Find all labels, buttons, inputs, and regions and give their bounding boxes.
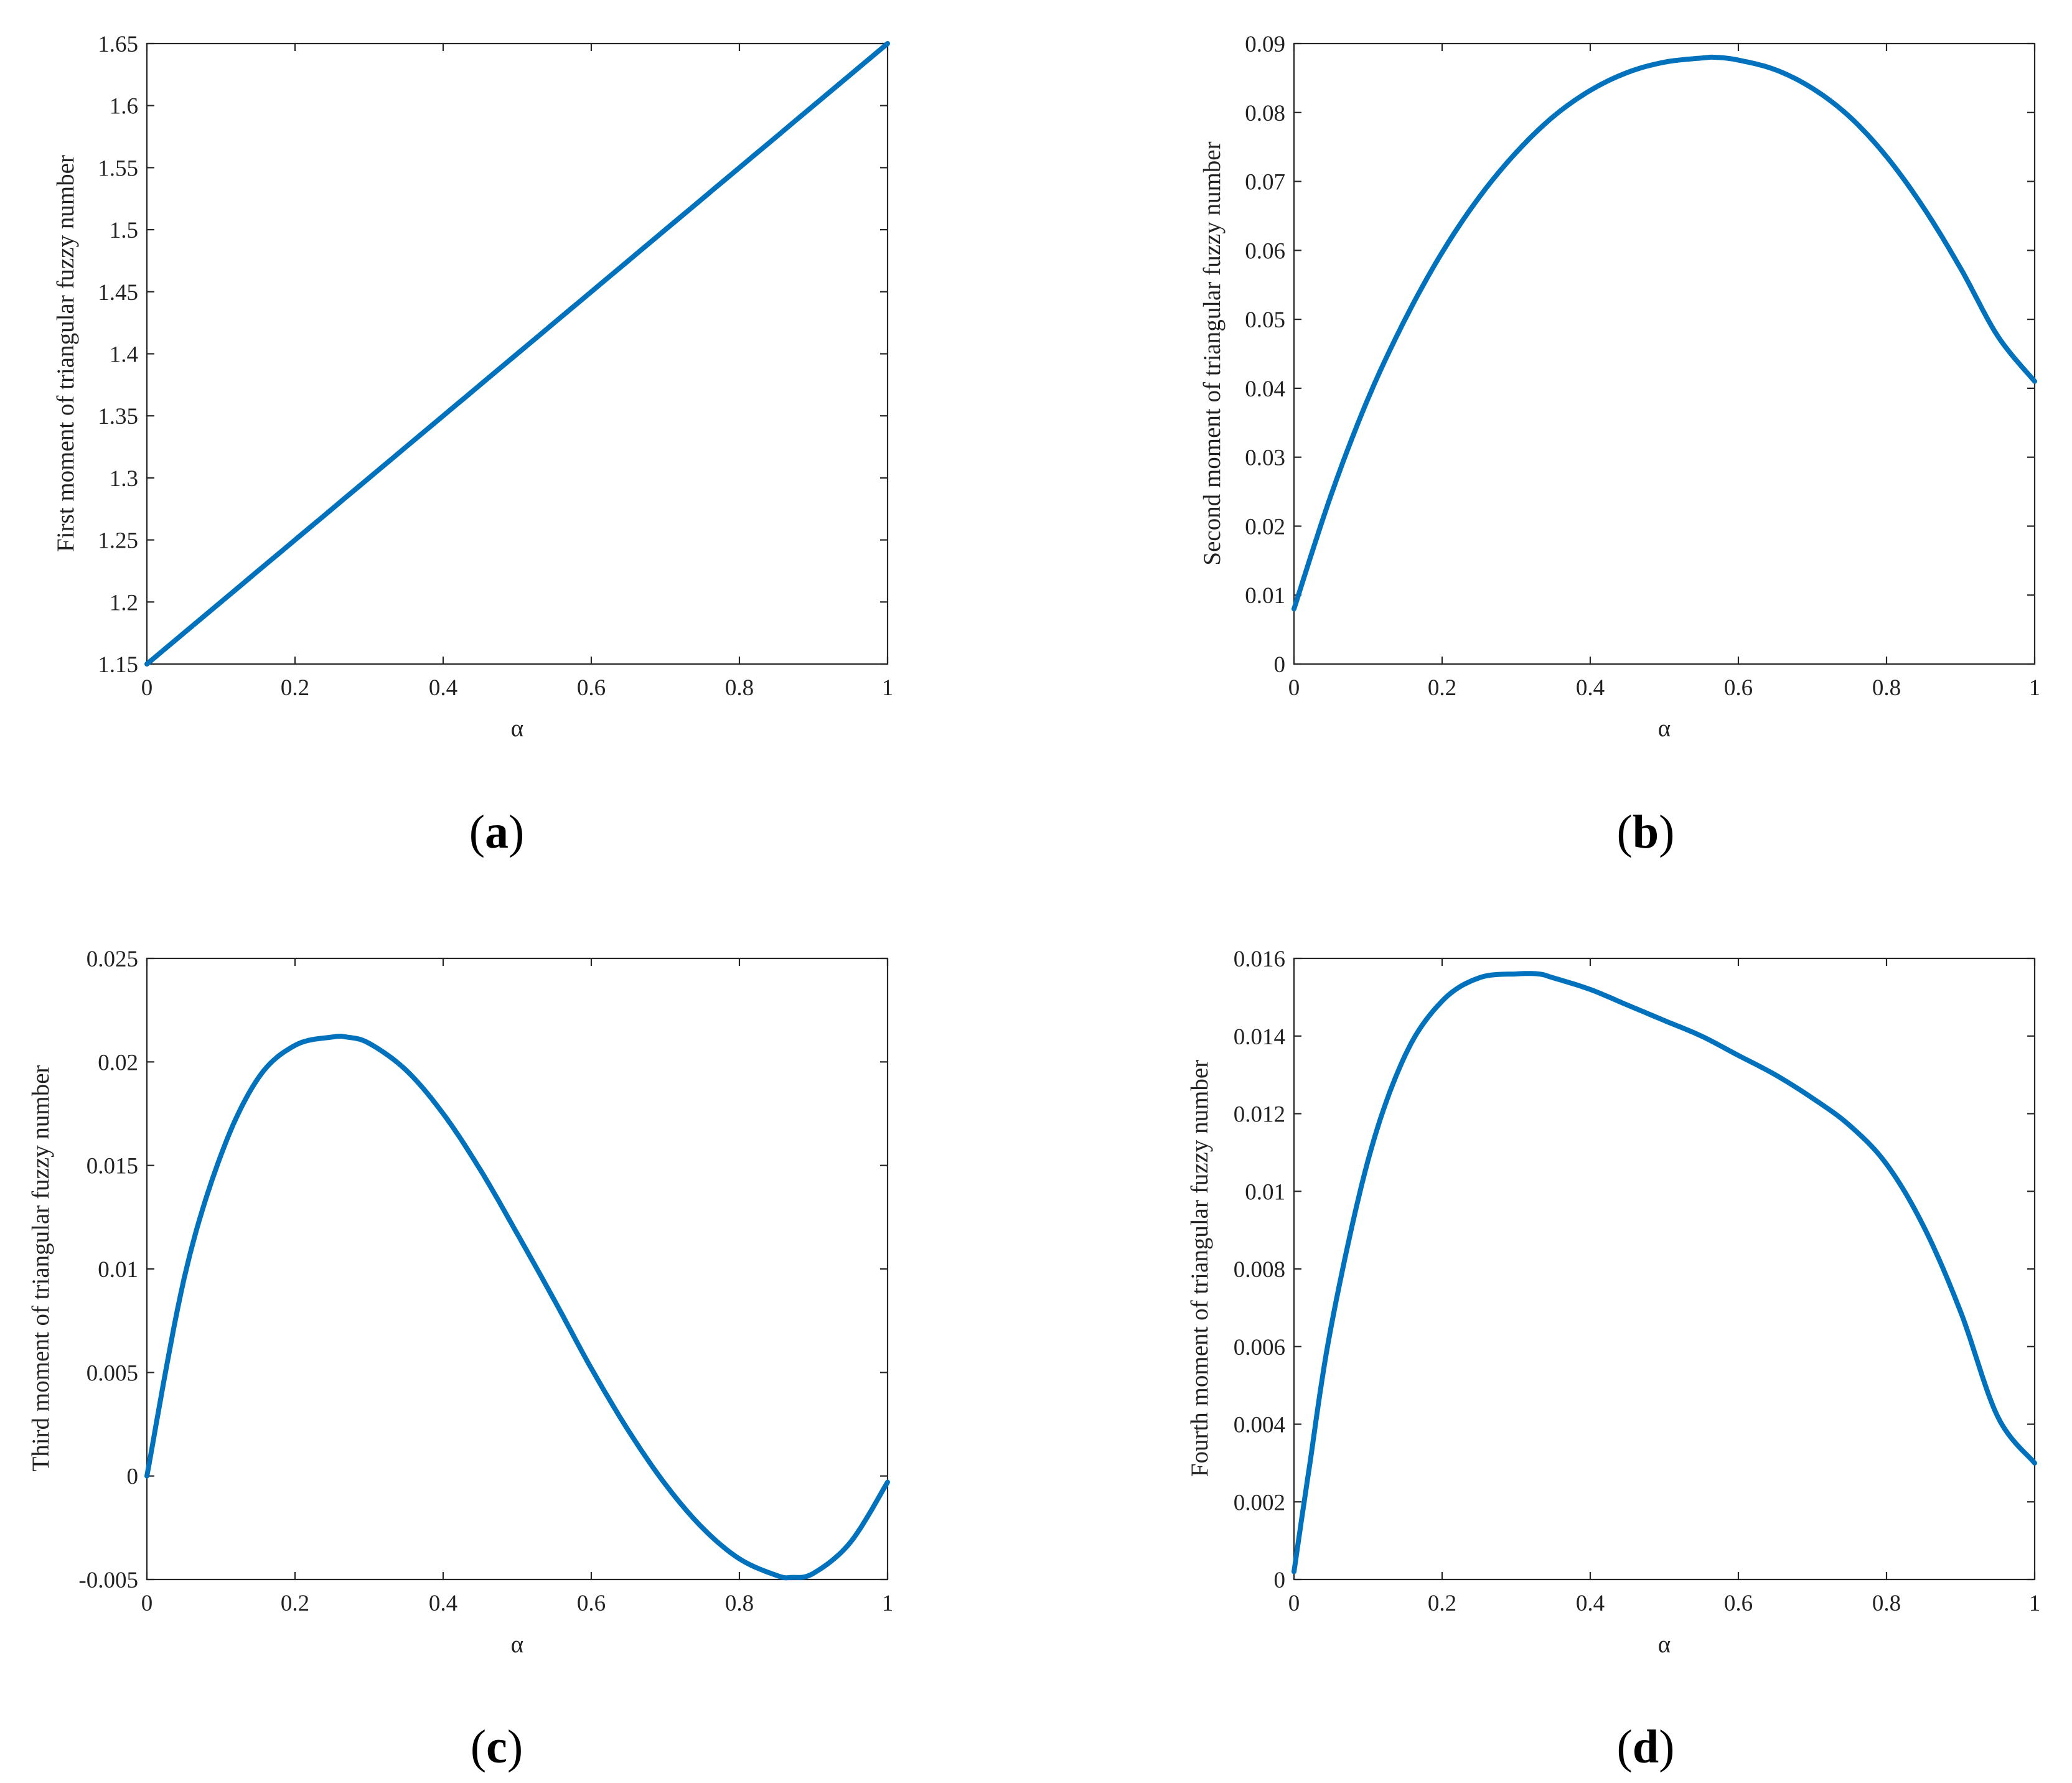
y-tick-label: 1.4 xyxy=(110,342,138,368)
panel-d: 0 0.2 0.4 0.6 0.8 1 0 0.002 0.004 0.006 0.008 0.01 0… xyxy=(1186,947,2040,1773)
x-tick-label: 0 xyxy=(1288,1591,1300,1616)
y-axis-label: First moment of triangular fuzzy number xyxy=(52,155,79,552)
x-axis-label: α xyxy=(1658,715,1671,742)
x-tick-label: 0.6 xyxy=(577,1591,606,1616)
panel-caption-a: (a) xyxy=(469,806,525,858)
panel-letter: a xyxy=(485,806,509,858)
ticks: 0 0.2 0.4 0.6 0.8 1 0 0.002 0.004 0.006 0.008 0.01 0… xyxy=(1234,947,2041,1616)
y-tick-label: 0.004 xyxy=(1234,1413,1285,1438)
x-tick-label: 1 xyxy=(882,675,894,701)
series-line-fourth-moment xyxy=(1291,971,2037,1575)
y-tick-label: 0.012 xyxy=(1234,1102,1285,1128)
y-tick-label: 0.05 xyxy=(1245,307,1285,333)
x-tick-label: 1 xyxy=(882,1591,894,1616)
x-tick-label: 0.8 xyxy=(725,1591,754,1616)
y-tick-label: 0.015 xyxy=(87,1154,138,1179)
x-tick-label: 0.4 xyxy=(1576,675,1605,701)
y-tick-label: 0 xyxy=(1274,1568,1286,1593)
y-tick-label: 0 xyxy=(127,1464,139,1490)
x-axis-label: α xyxy=(511,1631,523,1658)
y-axis-label: Third moment of triangular fuzzy number xyxy=(27,1065,54,1471)
y-tick-label: 0.006 xyxy=(1234,1335,1285,1360)
x-tick-label: 0.6 xyxy=(1724,675,1753,701)
y-tick-label: 1.35 xyxy=(98,404,138,429)
x-tick-label: 0.8 xyxy=(725,675,754,701)
x-tick-label: 1 xyxy=(2029,1591,2041,1616)
y-axis-label: Fourth moment of triangular fuzzy number xyxy=(1186,1060,1213,1477)
y-tick-label: 0.04 xyxy=(1245,377,1285,402)
y-tick-label: 0.016 xyxy=(1234,947,1285,972)
x-tick-label: 0.8 xyxy=(1872,675,1901,701)
y-tick-label: 1.3 xyxy=(110,466,138,492)
panel-caption-b: (b) xyxy=(1617,806,1675,858)
y-tick-label: 1.2 xyxy=(110,590,138,615)
y-axis-label: Second moment of triangular fuzzy number xyxy=(1199,141,1226,565)
x-tick-label: 1 xyxy=(2029,675,2041,701)
panel-b: 0 0.2 0.4 0.6 0.8 1 0 0.01 0.02 0.03 0.04 0.05 0.06 0… xyxy=(1199,32,2040,858)
ticks: 0 0.2 0.4 0.6 0.8 1 0 0.01 0.02 0.03 0.04 0.05 0.06 0… xyxy=(1245,32,2040,701)
x-tick-label: 0.2 xyxy=(281,675,309,701)
y-tick-label: 1.65 xyxy=(98,32,138,57)
x-tick-label: 0.8 xyxy=(1872,1591,1901,1616)
y-tick-label: 0.01 xyxy=(1245,1179,1285,1205)
y-tick-label: 1.15 xyxy=(98,652,138,678)
panel-caption-c: (c) xyxy=(471,1721,523,1773)
x-tick-label: 0.4 xyxy=(1576,1591,1605,1616)
y-tick-label: 0.08 xyxy=(1245,101,1285,126)
y-tick-label: 0.008 xyxy=(1234,1257,1285,1283)
panel-caption-d: (d) xyxy=(1617,1721,1675,1773)
y-tick-label: 0.01 xyxy=(98,1257,138,1283)
y-tick-label: 0.01 xyxy=(1245,583,1285,609)
x-tick-label: 0 xyxy=(141,675,153,701)
series-line-second-moment xyxy=(1291,54,2037,612)
y-tick-label: 0.06 xyxy=(1245,238,1285,264)
y-tick-label: 0.03 xyxy=(1245,446,1285,471)
y-tick-label: 1.45 xyxy=(98,280,138,306)
panel-letter: b xyxy=(1633,806,1659,858)
panel-c: 0 0.2 0.4 0.6 0.8 1-0.00500.0050.010.0150.020… xyxy=(27,947,893,1773)
x-tick-label: 0.4 xyxy=(429,1591,457,1616)
x-tick-label: 0 xyxy=(141,1591,153,1616)
y-tick-label: 0.014 xyxy=(1234,1024,1285,1050)
x-tick-label: 0.4 xyxy=(429,675,457,701)
y-tick-label: 1.25 xyxy=(98,528,138,554)
y-tick-label: 0.09 xyxy=(1245,32,1285,57)
x-axis-label: α xyxy=(1658,1631,1671,1658)
x-axis-label: α xyxy=(511,715,523,742)
series-line-third-moment xyxy=(144,1034,890,1581)
x-tick-label: 0 xyxy=(1288,675,1300,701)
y-tick-label: -0.005 xyxy=(78,1568,138,1593)
x-tick-label: 0.6 xyxy=(577,675,606,701)
axes-frame xyxy=(1293,42,2036,665)
axes-frame xyxy=(146,957,889,1581)
panel-letter: c xyxy=(486,1721,507,1773)
series-line-first-moment xyxy=(144,41,890,667)
y-tick-label: 0.02 xyxy=(98,1050,138,1075)
y-tick-label: 1.6 xyxy=(110,94,138,119)
y-tick-label: 0.07 xyxy=(1245,170,1285,195)
y-tick-label: 0.005 xyxy=(87,1360,138,1386)
y-tick-label: 1.55 xyxy=(98,156,138,181)
ticks: 0 0.2 0.4 0.6 0.8 1 1.15 1.2 1.25 1.3 1.35 1.4 1.45 1… xyxy=(98,32,893,701)
y-tick-label: 0 xyxy=(1274,652,1286,678)
y-tick-label: 0.025 xyxy=(87,947,138,972)
x-tick-label: 0.2 xyxy=(1428,675,1456,701)
x-tick-label: 0.2 xyxy=(1428,1591,1456,1616)
x-tick-label: 0.2 xyxy=(281,1591,309,1616)
y-tick-label: 0.02 xyxy=(1245,514,1285,540)
panel-a: 0 0.2 0.4 0.6 0.8 1 1.15 1.2 1.25 1.3 1.35 1.4 1.45 1… xyxy=(52,32,893,858)
y-tick-label: 1.5 xyxy=(110,218,138,243)
y-tick-label: 0.002 xyxy=(1234,1490,1285,1515)
x-tick-label: 0.6 xyxy=(1724,1591,1753,1616)
ticks: 0 0.2 0.4 0.6 0.8 1-0.00500.0050.010.0150.020… xyxy=(78,947,893,1616)
panel-letter: d xyxy=(1633,1721,1659,1773)
